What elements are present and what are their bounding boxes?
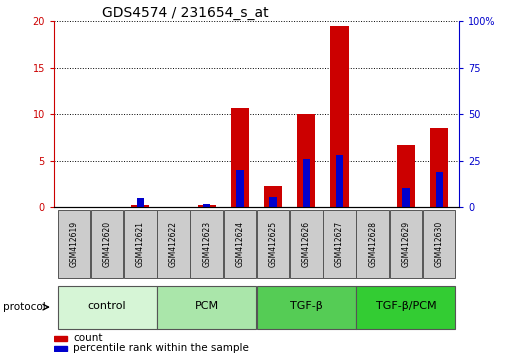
Text: protocol: protocol [3, 302, 45, 312]
Bar [236, 170, 244, 207]
Bar [290, 210, 323, 278]
Text: control: control [88, 301, 126, 311]
Text: TGF-β/PCM: TGF-β/PCM [376, 301, 436, 311]
Text: GSM412629: GSM412629 [402, 221, 410, 267]
Bar [336, 155, 343, 207]
Bar [436, 172, 443, 207]
Text: GDS4574 / 231654_s_at: GDS4574 / 231654_s_at [103, 6, 269, 20]
Text: GSM412626: GSM412626 [302, 221, 311, 267]
Bar [264, 186, 282, 207]
Text: GSM412628: GSM412628 [368, 221, 377, 267]
Text: GSM412624: GSM412624 [235, 221, 244, 267]
Bar [231, 108, 249, 207]
Text: TGF-β: TGF-β [290, 301, 323, 311]
Text: GSM412623: GSM412623 [202, 221, 211, 267]
Bar [157, 286, 256, 329]
Text: GSM412625: GSM412625 [269, 221, 278, 267]
Text: GSM412630: GSM412630 [435, 221, 444, 267]
Bar [190, 210, 223, 278]
Bar [402, 188, 410, 207]
Bar [57, 286, 156, 329]
Text: percentile rank within the sample: percentile rank within the sample [73, 343, 249, 353]
Bar [157, 210, 190, 278]
Bar [224, 210, 256, 278]
Bar [91, 210, 123, 278]
Text: GSM412627: GSM412627 [335, 221, 344, 267]
Text: GSM412621: GSM412621 [136, 221, 145, 267]
Bar [357, 210, 389, 278]
Text: PCM: PCM [194, 301, 219, 311]
Bar [297, 114, 315, 207]
Bar [397, 145, 415, 207]
Bar [124, 210, 156, 278]
Bar [257, 286, 356, 329]
Bar [136, 198, 144, 207]
Bar [54, 336, 67, 341]
Bar [323, 210, 356, 278]
Text: GSM412622: GSM412622 [169, 221, 178, 267]
Bar [203, 204, 210, 207]
Bar [303, 159, 310, 207]
Bar [430, 128, 448, 207]
Text: GSM412620: GSM412620 [103, 221, 111, 267]
Bar [257, 210, 289, 278]
Bar [54, 346, 67, 351]
Bar [390, 210, 422, 278]
Bar [269, 197, 277, 207]
Bar [357, 286, 456, 329]
Bar [131, 205, 149, 207]
Text: GSM412619: GSM412619 [69, 221, 78, 267]
Bar [330, 26, 349, 207]
Bar [423, 210, 456, 278]
Text: count: count [73, 333, 103, 343]
Bar [57, 210, 90, 278]
Bar [198, 205, 216, 207]
